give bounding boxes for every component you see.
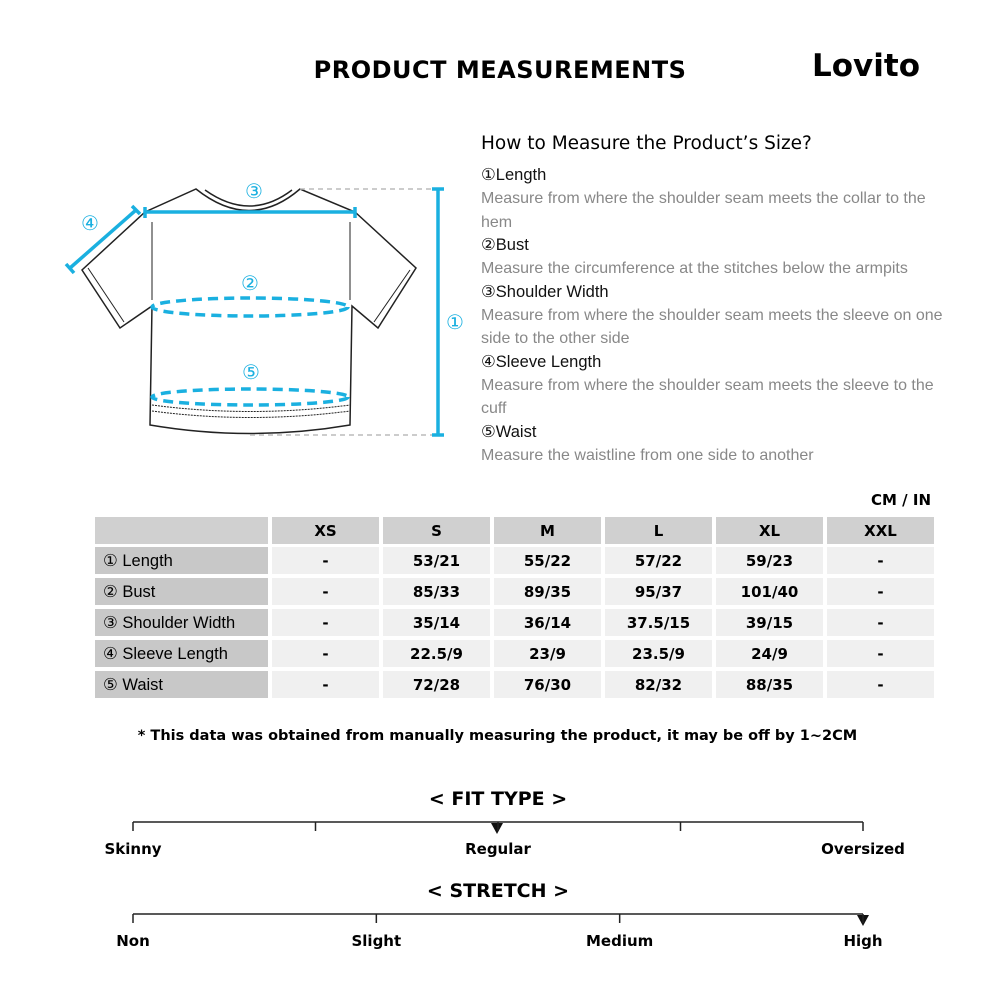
table-cell: 53/21 [383,547,490,574]
guide-label: ①Length [481,166,547,184]
table-cell: - [827,640,934,667]
table-cell: - [272,578,379,605]
stretch-marker [857,915,869,926]
brand: Lovito [812,48,921,84]
table-cell: 39/15 [716,609,823,636]
table-cell: 35/14 [383,609,490,636]
scale-label: Skinny [104,840,162,858]
table-cell: 37.5/15 [605,609,712,636]
guide-title: How to Measure the Product’s Size? [481,133,812,154]
marker: ② [241,271,259,295]
table-cell: 23.5/9 [605,640,712,667]
scale-title: < STRETCH > [426,880,570,902]
table-cell: 85/33 [383,578,490,605]
table-cell: - [272,609,379,636]
table-cell: 23/9 [494,640,601,667]
table-cell: - [827,671,934,698]
note: * This data was obtained from manually m… [137,728,858,744]
row-label: ① Length [95,547,268,574]
scale-title: < FIT TYPE > [428,788,568,810]
table-cell: 24/9 [716,640,823,667]
guide-desc: Measure the circumference at the stitche… [481,260,908,277]
table-cell: 76/30 [494,671,601,698]
table-cell: - [827,578,934,605]
table-cell: 59/23 [716,547,823,574]
table-cell: 101/40 [716,578,823,605]
table-cell: 57/22 [605,547,712,574]
table-cell: - [272,547,379,574]
header-cell: M [494,517,601,544]
guide-label: ③Shoulder Width [481,282,609,301]
header-cell [95,517,268,544]
row-label: ② Bust [95,578,268,605]
row-label: ④ Sleeve Length [95,640,268,667]
header-cell: XXL [827,517,934,544]
table-cell: 36/14 [494,609,601,636]
guide-desc: Measure from where the shoulder seam mee… [481,190,926,231]
unit: CM / IN [871,491,931,509]
header-cell: XS [272,517,379,544]
header-cell: S [383,517,490,544]
row-label: ⑤ Waist [95,671,268,698]
scale-label: Medium [586,932,654,950]
diagram: ③ ④ ② ① ⑤ [64,178,464,437]
guide-desc: Measure the waistline from one side to a… [481,446,814,464]
guide-label: ⑤Waist [481,422,537,441]
guide-label: ④Sleeve Length [481,352,602,371]
marker: ① [446,310,464,334]
table-cell: - [272,671,379,698]
table-cell: 89/35 [494,578,601,605]
guide-desc: Measure from where the shoulder seam mee… [481,376,934,418]
table-cell: 22.5/9 [383,640,490,667]
scale-label: Slight [351,932,402,950]
header-cell: XL [716,517,823,544]
table-cell: 82/32 [605,671,712,698]
header-cell: L [605,517,712,544]
marker: ④ [81,211,99,235]
table-cell: 88/35 [716,671,823,698]
table-cell: 95/37 [605,578,712,605]
table-cell: - [827,609,934,636]
page-title: PRODUCT MEASUREMENTS [313,56,687,84]
scale-label: Regular [465,840,531,858]
table-cell: - [272,640,379,667]
scale-label: High [843,932,883,950]
marker: ③ [245,179,263,203]
fit-marker [491,823,503,834]
guide-desc: Measure from where the shoulder seam mee… [481,306,943,348]
marker: ⑤ [242,360,260,384]
table-cell: 72/28 [383,671,490,698]
guide-label: ②Bust [481,236,529,254]
table-cell: 55/22 [494,547,601,574]
guide: How to Measure the Product’s Size? ①Leng… [481,133,951,467]
table-cell: - [827,547,934,574]
scale-label: Oversized [821,840,905,858]
row-label: ③ Shoulder Width [95,609,268,636]
scale-label: Non [116,932,150,950]
